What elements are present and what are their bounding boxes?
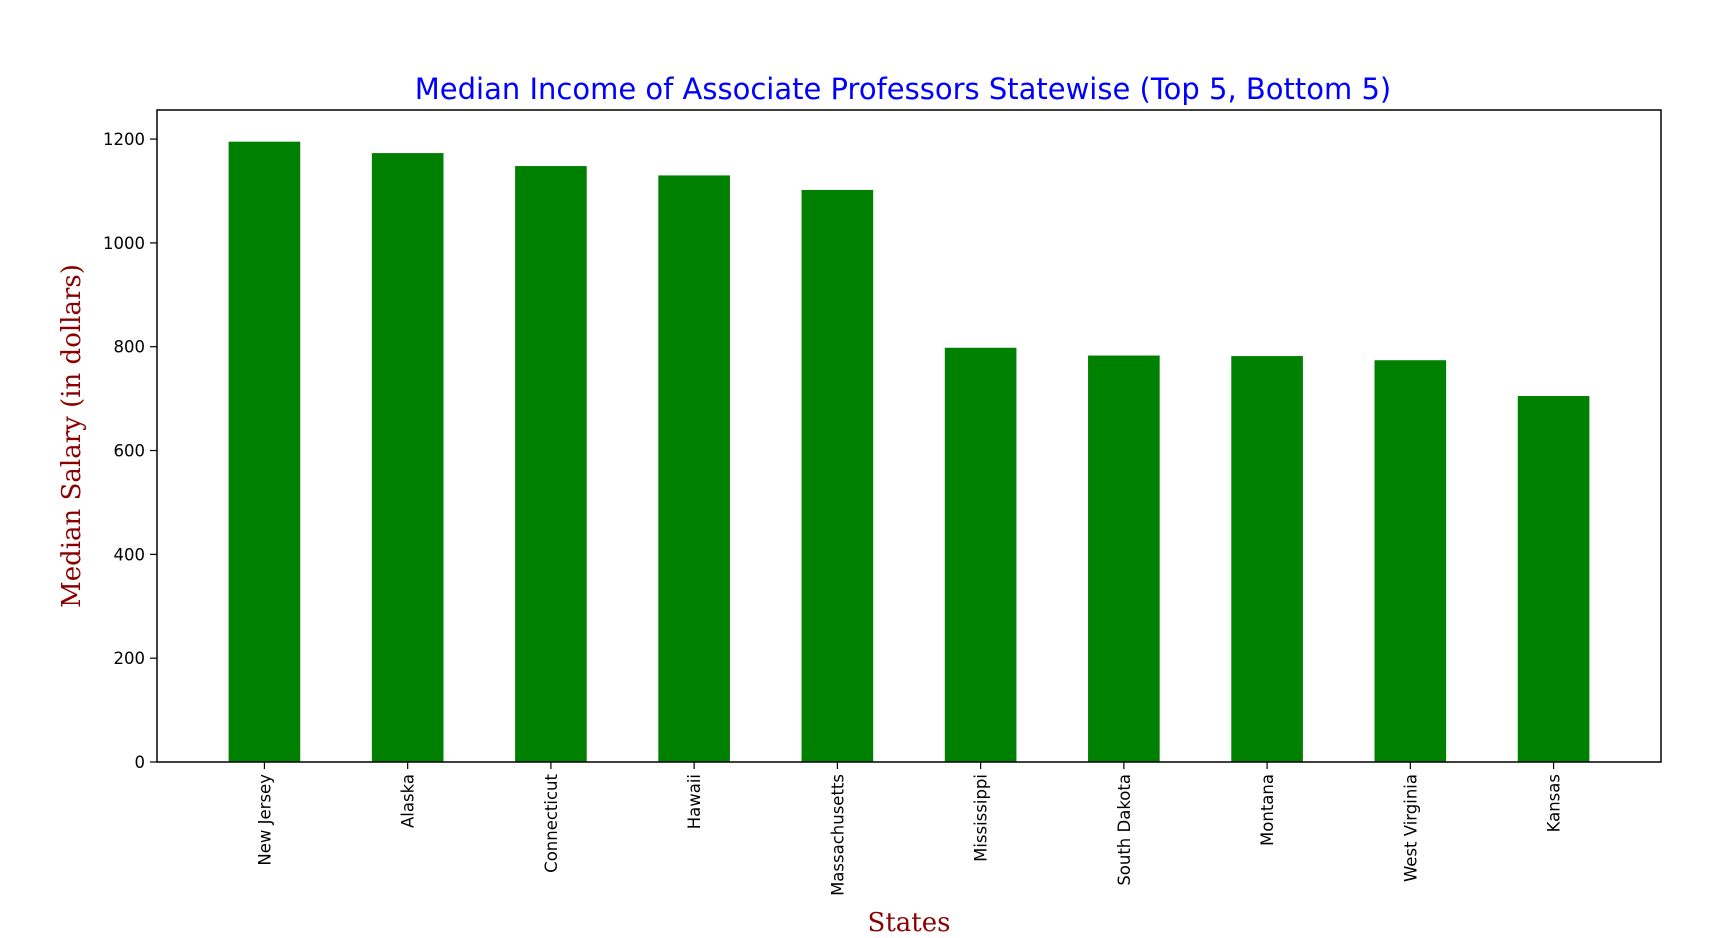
bars-layer: [228, 141, 1590, 763]
x-axis-label: States: [868, 908, 951, 938]
bar-hawaii: [658, 175, 730, 762]
bar-mississippi: [944, 347, 1017, 762]
x-tick-label: Massachusetts: [828, 774, 847, 896]
bar-montana: [1231, 356, 1303, 762]
bar-kansas: [1517, 396, 1590, 762]
y-tick-label: 200: [114, 649, 146, 668]
x-tick-label: South Dakota: [1115, 774, 1134, 886]
y-tick-label: 1000: [103, 234, 145, 253]
bar-connecticut: [515, 166, 587, 762]
y-tick-label: 1200: [103, 130, 145, 149]
x-tick-label: Montana: [1258, 774, 1277, 846]
x-tick-label: New Jersey: [255, 774, 274, 866]
bar-new-jersey: [228, 141, 301, 763]
x-tick-label: Connecticut: [542, 773, 561, 872]
x-tick-label: Kansas: [1545, 774, 1564, 832]
chart-title: Median Income of Associate Professors St…: [415, 72, 1391, 106]
y-axis-label: Median Salary (in dollars): [57, 264, 87, 608]
x-tick-label: Alaska: [399, 774, 418, 828]
y-tick-label: 400: [114, 545, 146, 564]
y-tick-label: 600: [114, 442, 146, 461]
bar-west-virginia: [1374, 360, 1447, 762]
y-tick-label: 800: [114, 338, 146, 357]
x-tick-label: Mississippi: [972, 774, 991, 862]
y-axis: 0 200 400 600 800 1000 1200: [103, 130, 157, 772]
bar-alaska: [371, 153, 444, 763]
x-tick-label: West Virginia: [1401, 774, 1420, 882]
bar-south-dakota: [1088, 355, 1160, 762]
x-tick-label: Hawaii: [685, 774, 704, 829]
plot-frame: [156, 109, 1662, 763]
y-tick-label: 0: [135, 753, 146, 772]
x-axis: New Jersey Alaska Connecticut Hawaii Massach…: [255, 762, 1564, 896]
bar-massachusetts: [801, 189, 874, 762]
